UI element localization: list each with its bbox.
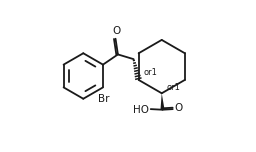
Text: Br: Br xyxy=(98,94,110,104)
Polygon shape xyxy=(161,93,165,110)
Text: O: O xyxy=(174,103,182,113)
Text: or1: or1 xyxy=(143,68,157,77)
Text: O: O xyxy=(112,26,121,36)
Text: or1: or1 xyxy=(166,83,180,92)
Text: HO: HO xyxy=(133,105,150,115)
